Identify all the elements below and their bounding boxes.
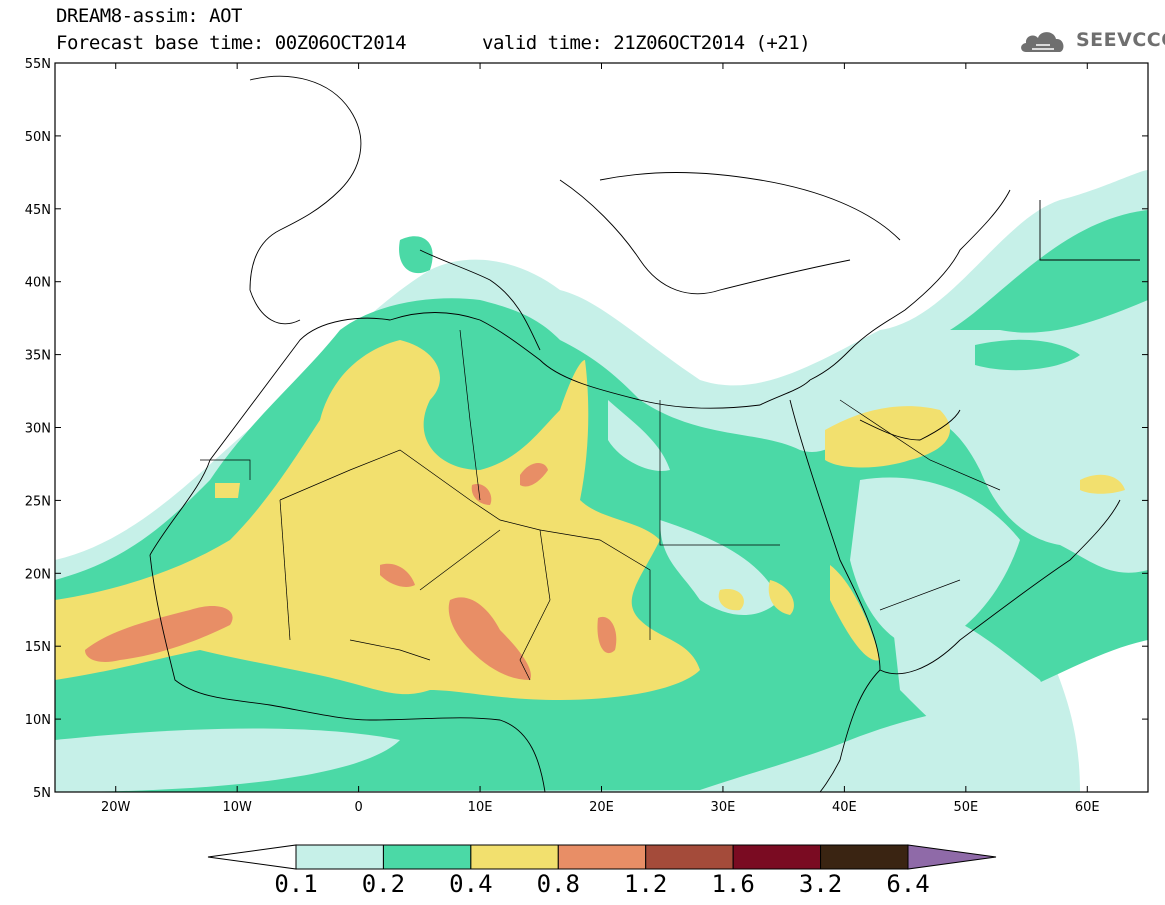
lat-label: 45N [25, 203, 51, 218]
valid-time: valid time: 21Z06OCT2014 (+21) [482, 32, 811, 54]
aot-band-08 [85, 463, 617, 680]
colorbar: 0.1 0.2 0.4 0.8 1.2 1.6 3.2 6.4 [207, 844, 997, 898]
lat-label: 20N [25, 567, 51, 582]
colorbar-arrow-low [207, 844, 297, 870]
borders [200, 329, 1001, 681]
colorbar-swatch [295, 844, 384, 870]
lat-label: 5N [33, 786, 51, 801]
colorbar-swatch [382, 844, 472, 870]
lat-label: 15N [25, 640, 51, 655]
colorbar-swatch [645, 844, 734, 870]
lat-label: 30N [25, 422, 51, 437]
map-title: DREAM8-assim: AOT [56, 5, 242, 27]
lat-label: 35N [25, 349, 51, 364]
lat-label: 25N [25, 494, 51, 509]
aot-low-patches [55, 400, 1054, 792]
colorbar-label: 0.4 [449, 870, 492, 898]
lon-axis: 20W 10W 0 10E 20E 30E 40E 50E 60E [101, 63, 1100, 815]
logo-text: SEEVCCC [1076, 29, 1165, 51]
lat-label: 55N [25, 57, 51, 72]
lon-label: 0 [354, 800, 362, 815]
colorbar-label: 1.2 [624, 870, 667, 898]
colorbar-label: 3.2 [799, 870, 842, 898]
lon-label: 30E [711, 800, 736, 815]
lat-label: 50N [25, 130, 51, 145]
colorbar-label: 0.2 [362, 870, 405, 898]
colorbar-swatch [470, 844, 559, 870]
colorbar-swatch [557, 844, 647, 870]
forecast-times: Forecast base time: 00Z06OCT2014 valid ti… [56, 32, 811, 54]
colorbar-label: 0.8 [537, 870, 580, 898]
lon-label: 20E [589, 800, 614, 815]
coastlines [149, 75, 1140, 792]
colorbar-arrow-high [907, 844, 997, 870]
colorbar-label: 1.6 [711, 870, 754, 898]
lon-label: 40E [832, 800, 857, 815]
lon-label: 10E [468, 800, 493, 815]
lon-label: 10W [222, 800, 252, 815]
colorbar-swatch [820, 844, 909, 870]
cloud-icon [1021, 32, 1064, 52]
lon-label: 20W [101, 800, 131, 815]
lat-label: 40N [25, 276, 51, 291]
lat-axis: 55N 50N 45N 40N 35N 30N 25N 20N 15N 10N 5N [25, 57, 1148, 801]
lon-label: 50E [953, 800, 978, 815]
lat-label: 10N [25, 713, 51, 728]
aot-fields [55, 170, 1148, 792]
colorbar-label: 6.4 [886, 870, 929, 898]
lon-label: 60E [1075, 800, 1100, 815]
colorbar-swatch [732, 844, 822, 870]
base-time: Forecast base time: 00Z06OCT2014 [56, 32, 407, 54]
colorbar-label: 0.1 [274, 870, 317, 898]
